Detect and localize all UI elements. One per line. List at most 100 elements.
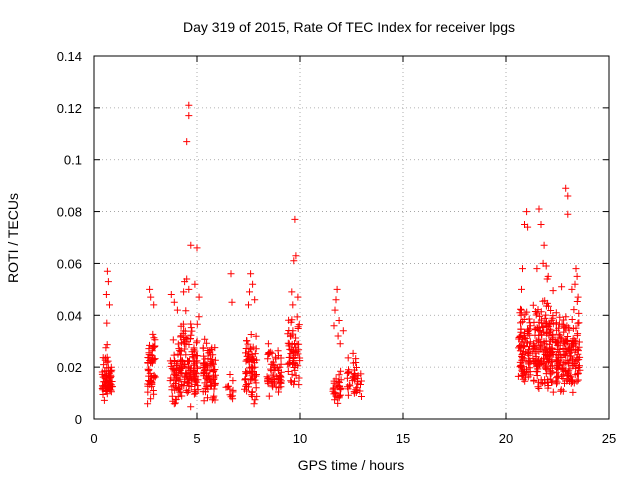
data-point <box>517 305 524 313</box>
data-point <box>209 359 217 367</box>
data-point <box>519 375 527 383</box>
data-point <box>573 272 581 280</box>
data-point <box>252 345 260 353</box>
data-point <box>252 372 260 380</box>
data-point <box>277 360 285 368</box>
data-point <box>562 184 570 192</box>
data-point <box>289 357 297 365</box>
data-point <box>209 368 217 376</box>
data-point <box>244 340 252 348</box>
data-point <box>195 313 203 321</box>
data-point <box>210 392 218 400</box>
data-point <box>210 385 218 393</box>
data-point <box>185 285 193 293</box>
data-point <box>269 371 277 379</box>
data-point <box>296 354 304 362</box>
data-point <box>543 322 551 330</box>
data-point <box>99 391 107 398</box>
data-point <box>543 329 551 337</box>
data-point <box>521 310 529 318</box>
data-point <box>553 341 561 349</box>
data-point <box>524 328 532 335</box>
data-point <box>227 393 235 401</box>
data-point <box>253 371 260 378</box>
data-point <box>229 386 237 394</box>
data-point <box>144 367 152 375</box>
data-point <box>195 293 203 301</box>
data-point <box>336 340 344 348</box>
data-point <box>242 382 250 390</box>
data-point <box>344 391 352 399</box>
data-point <box>144 388 152 396</box>
data-point <box>103 371 110 379</box>
data-point <box>294 350 302 358</box>
data-point <box>542 311 550 319</box>
data-point <box>102 344 110 352</box>
data-point <box>228 298 236 306</box>
data-point <box>293 340 301 348</box>
data-point <box>555 356 563 364</box>
data-point <box>106 301 113 309</box>
data-point <box>332 296 340 304</box>
data-point <box>201 355 209 363</box>
data-point <box>265 349 273 356</box>
data-point <box>265 392 273 400</box>
data-point <box>202 388 209 396</box>
data-point <box>553 378 561 386</box>
data-point <box>542 262 550 270</box>
x-axis-label: GPS time / hours <box>298 457 405 473</box>
data-point <box>247 270 255 278</box>
data-point <box>193 320 201 328</box>
data-point <box>526 322 534 330</box>
data-point <box>520 316 528 323</box>
data-point <box>573 354 581 362</box>
data-point <box>543 299 551 307</box>
data-point <box>291 366 299 374</box>
data-point <box>332 375 340 383</box>
data-point <box>353 375 361 383</box>
data-point <box>564 359 572 367</box>
data-point <box>517 319 524 327</box>
data-point <box>546 362 554 370</box>
data-point <box>523 208 531 216</box>
data-point <box>293 313 301 321</box>
data-point <box>520 356 528 364</box>
data-point <box>151 373 159 381</box>
data-point <box>571 360 579 367</box>
y-tick-label: 0.12 <box>57 101 82 116</box>
data-point <box>291 215 299 223</box>
data-point <box>289 327 297 335</box>
data-point <box>169 336 177 344</box>
data-point <box>357 377 365 385</box>
data-point <box>181 278 189 286</box>
data-point <box>187 383 195 390</box>
data-point <box>187 324 195 332</box>
data-point <box>518 351 526 359</box>
data-point <box>553 374 561 382</box>
data-point <box>564 210 572 218</box>
data-point <box>148 347 156 355</box>
data-point <box>548 316 556 324</box>
data-point <box>103 390 111 398</box>
data-point <box>514 372 522 380</box>
data-point <box>150 356 158 363</box>
data-point <box>524 223 532 231</box>
axis-ticks <box>93 55 610 420</box>
data-point <box>171 369 179 377</box>
data-point <box>555 320 563 328</box>
data-point <box>245 301 252 309</box>
data-point <box>276 363 284 371</box>
data-point <box>191 388 199 396</box>
data-point <box>148 359 156 367</box>
data-point <box>561 350 569 358</box>
data-point <box>574 319 582 327</box>
data-point <box>561 336 569 344</box>
data-point <box>560 316 568 324</box>
data-point <box>171 386 179 394</box>
data-point <box>533 324 541 332</box>
data-point <box>170 357 178 364</box>
data-point <box>552 351 560 358</box>
data-point <box>190 375 198 383</box>
data-point <box>543 275 551 283</box>
data-point <box>573 331 581 339</box>
